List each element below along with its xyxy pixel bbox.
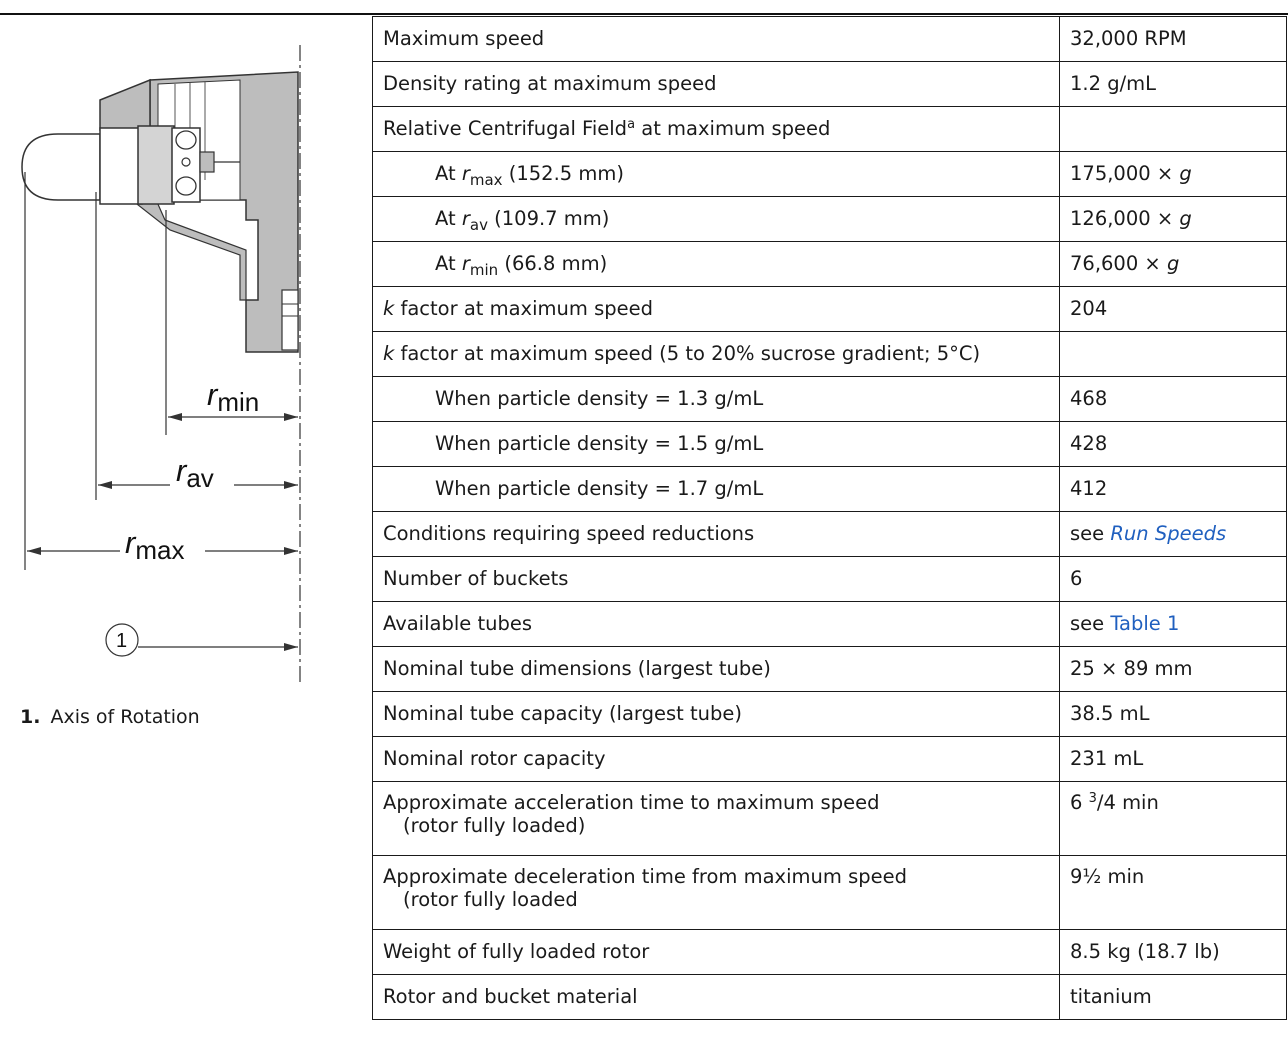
spec-value: 428: [1059, 421, 1287, 467]
caption-number: 1.: [20, 706, 41, 728]
table-row: When particle density = 1.5 g/mL 428: [372, 421, 1287, 467]
spec-label: Nominal tube capacity (largest tube): [372, 691, 1060, 737]
table-row: Approximate deceleration time from maxim…: [372, 855, 1287, 930]
spec-value: 126,000 × g: [1059, 196, 1287, 242]
table-row: k factor at maximum speed 204: [372, 286, 1287, 332]
spec-label: Weight of fully loaded rotor: [372, 929, 1060, 975]
spec-value: [1059, 106, 1287, 152]
spec-label: Number of buckets: [372, 556, 1060, 602]
spec-value: 8.5 kg (18.7 lb): [1059, 929, 1287, 975]
table-row: k factor at maximum speed (5 to 20% sucr…: [372, 331, 1287, 377]
callout-number: 1: [116, 630, 128, 652]
table-row: Density rating at maximum speed 1.2 g/mL: [372, 61, 1287, 107]
spec-label: Relative Centrifugal Fielda at maximum s…: [372, 106, 1060, 152]
spec-label: Approximate acceleration time to maximum…: [372, 781, 1060, 856]
r-av-label: rav: [176, 453, 214, 493]
spec-label: When particle density = 1.5 g/mL: [372, 421, 1060, 467]
r-max-label: rmax: [125, 525, 185, 565]
diagram-caption: 1. Axis of Rotation: [20, 706, 200, 728]
table-row: Nominal tube dimensions (largest tube) 2…: [372, 646, 1287, 692]
table-row: At rmin (66.8 mm) 76,600 × g: [372, 241, 1287, 287]
spec-label: k factor at maximum speed (5 to 20% sucr…: [372, 331, 1060, 377]
spec-label: Nominal tube dimensions (largest tube): [372, 646, 1060, 692]
spec-label: At rav (109.7 mm): [372, 196, 1060, 242]
spec-label: Rotor and bucket material: [372, 974, 1060, 1020]
table-1-link[interactable]: Table 1: [1110, 612, 1180, 636]
table-row: Approximate acceleration time to maximum…: [372, 781, 1287, 856]
spec-value: 412: [1059, 466, 1287, 512]
spec-value: see Run Speeds: [1059, 511, 1287, 557]
table-row: Conditions requiring speed reductions se…: [372, 511, 1287, 557]
spec-label: Density rating at maximum speed: [372, 61, 1060, 107]
spec-label: Maximum speed: [372, 16, 1060, 62]
spec-label: When particle density = 1.3 g/mL: [372, 376, 1060, 422]
spec-value: titanium: [1059, 974, 1287, 1020]
spec-value: 175,000 × g: [1059, 151, 1287, 197]
spec-label: Available tubes: [372, 601, 1060, 647]
run-speeds-link[interactable]: Run Speeds: [1110, 522, 1227, 546]
table-row: At rmax (152.5 mm) 175,000 × g: [372, 151, 1287, 197]
spec-label: Conditions requiring speed reductions: [372, 511, 1060, 557]
spec-label: At rmax (152.5 mm): [372, 151, 1060, 197]
table-row: At rav (109.7 mm) 126,000 × g: [372, 196, 1287, 242]
table-row: Available tubes see Table 1: [372, 601, 1287, 647]
spec-value: 1.2 g/mL: [1059, 61, 1287, 107]
table-row: When particle density = 1.7 g/mL 412: [372, 466, 1287, 512]
table-row: Maximum speed 32,000 RPM: [372, 16, 1287, 62]
r-min-label: rmin: [207, 377, 260, 417]
spec-value: 32,000 RPM: [1059, 16, 1287, 62]
table-row: Number of buckets 6: [372, 556, 1287, 602]
spec-value: 6: [1059, 556, 1287, 602]
spec-value: 231 mL: [1059, 736, 1287, 782]
rotor-diagram: rmin rav rmax 1: [0, 0, 370, 700]
spec-value: 204: [1059, 286, 1287, 332]
table-row: Nominal tube capacity (largest tube) 38.…: [372, 691, 1287, 737]
footnote-marker: a: [627, 117, 636, 133]
spec-label: Nominal rotor capacity: [372, 736, 1060, 782]
spec-value: see Table 1: [1059, 601, 1287, 647]
spec-value: [1059, 331, 1287, 377]
top-rule: [0, 13, 1288, 15]
spec-value: 6 3/4 min: [1059, 781, 1287, 856]
spec-label: Approximate deceleration time from maxim…: [372, 855, 1060, 930]
spec-value: 9½ min: [1059, 855, 1287, 930]
spec-label: k factor at maximum speed: [372, 286, 1060, 332]
spec-label: At rmin (66.8 mm): [372, 241, 1060, 287]
table-row: Weight of fully loaded rotor 8.5 kg (18.…: [372, 929, 1287, 975]
table-row: Relative Centrifugal Fielda at maximum s…: [372, 106, 1287, 152]
spec-label: When particle density = 1.7 g/mL: [372, 466, 1060, 512]
caption-text: Axis of Rotation: [50, 706, 200, 728]
spec-value: 76,600 × g: [1059, 241, 1287, 287]
rotor-cross-section-drawing: [21, 45, 301, 685]
spec-value: 38.5 mL: [1059, 691, 1287, 737]
table-row: Rotor and bucket material titanium: [372, 974, 1287, 1020]
table-row: Nominal rotor capacity 231 mL: [372, 736, 1287, 782]
spec-value: 468: [1059, 376, 1287, 422]
spec-value: 25 × 89 mm: [1059, 646, 1287, 692]
specifications-table: Maximum speed 32,000 RPM Density rating …: [372, 16, 1287, 1020]
table-row: When particle density = 1.3 g/mL 468: [372, 376, 1287, 422]
